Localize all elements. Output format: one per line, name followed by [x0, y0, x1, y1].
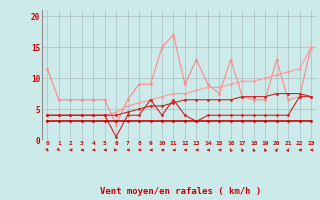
Text: Vent moyen/en rafales ( km/h ): Vent moyen/en rafales ( km/h ) — [100, 187, 261, 196]
